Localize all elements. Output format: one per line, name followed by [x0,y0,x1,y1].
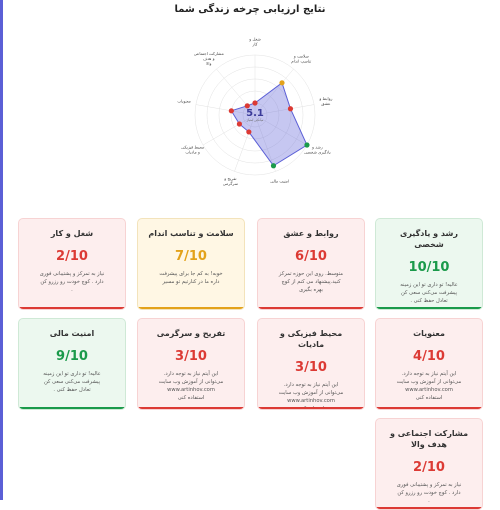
page-title: نتایج ارزیابی چرخه زندگی شما [174,4,326,15]
card-status-bar [258,307,364,309]
radar-axis-label: امنیت مالی [270,179,289,184]
card-title: سلامت و تناسب اندام [148,229,234,238]
card-score: 3/10 [175,349,207,364]
card-status-bar [376,407,482,409]
radar-point [270,163,277,169]
card-score: 4/10 [413,349,445,364]
radar-axis-line [234,114,256,172]
card-description: عالیه! تو داری تو این زمینه پیشرفت می‌کن… [400,282,458,304]
score-card: رشد و یادگیری شخصی 10/10 عالیه! تو داری تو… [375,218,483,310]
radar-point [252,100,258,106]
card-status-bar [258,407,364,409]
card-score: 3/10 [295,360,327,375]
card-status-bar [138,407,244,409]
radar-axis-label: تفریح و سرگرمی [223,176,239,186]
card-description: عالیه! تو داری تو این زمینه پیشرفت می‌کن… [43,371,101,393]
card-description: متوسط. روی این حوزه تمرکز کنید.پیشنهاد م… [278,271,344,293]
card-title: مشارکت اجتماعی و هدف والا [389,429,469,449]
card-description: این آیتم نیاز به توجه دارد. می‌توانی از … [396,371,462,401]
card-score: 9/10 [56,349,88,364]
card-title: شغل و کار [50,229,94,238]
radar-point [279,80,285,86]
radar-point [236,121,243,127]
radar-axis-label: سلامت و تناسب اندام [291,53,311,63]
radar-axis-line [254,114,308,146]
score-card: روابط و عشق 6/10 متوسط. روی این حوزه تمرکز… [257,218,365,310]
card-description: نیاز به تمرکز و پشتیبانی فوری دارد . کوچ… [39,271,105,293]
left-accent-bar [0,0,3,500]
card-title: تفریح و سرگرمی [156,329,226,338]
radar-center-value: 5.1 [246,108,264,119]
card-description: خوبه! به کم جا برای پیشرفت داره ما در کن… [159,271,223,285]
card-title: روابط و عشق [283,229,339,238]
card-title: محیط فیزیکی و مادیات [279,329,343,349]
card-score: 2/10 [413,460,445,475]
radar-point [304,142,310,148]
radar-point [287,106,294,112]
card-description: این آیتم نیاز به توجه دارد. می‌توانی از … [158,371,224,401]
radar-polygon [230,82,308,167]
card-description: این آیتم نیاز به توجه دارد. می‌توانی از … [278,382,344,409]
card-title: معنویات [413,329,445,338]
radar-chart: شغل و کار سلامت و تناسب اندام روابط و عشق رشد … [177,37,332,187]
card-title: رشد و یادگیری شخصی [400,229,458,249]
card-title: امنیت مالی [49,329,95,338]
score-card: سلامت و تناسب اندام 7/10 خوبه! به کم جا بر… [137,218,245,310]
radar-axis-label: روابط و عشق [318,96,332,106]
card-score: 2/10 [56,249,88,264]
score-card: مشارکت اجتماعی و هدف والا 2/10 نیاز به تمر… [375,418,483,510]
radar-axis-label: رشد و یادگیری شخصی [304,145,331,155]
card-status-bar [376,307,482,309]
score-card: شغل و کار 2/10 نیاز به تمرکز و پشتیبانی فو… [18,218,126,310]
radar-center-caption: میانگین امتیاز [246,118,264,122]
card-description: نیاز به تمرکز و پشتیبانی فوری دارد . کوچ… [396,482,462,504]
radar-axis-line [202,114,256,146]
radar-axis-line [254,104,315,116]
card-status-bar [19,407,125,409]
card-status-bar [376,507,482,509]
radar-axis-line [254,114,276,172]
radar-axis-label: مشارکت اجتماعی و هدف والا [194,51,224,66]
radar-point [244,103,250,109]
radar-axis-line [254,68,294,116]
radar-axis-label: معنویات [177,98,190,103]
score-card: تفریح و سرگرمی 3/10 این آیتم نیاز به توجه … [137,318,245,410]
card-score: 7/10 [175,249,207,264]
card-status-bar [138,307,244,309]
radar-axis-label: شغل و کار [248,37,261,47]
score-card: محیط فیزیکی و مادیات 3/10 این آیتم نیاز به… [257,318,365,410]
radar-point [228,108,234,114]
score-card: معنویات 4/10 این آیتم نیاز به توجه دارد. م… [375,318,483,410]
card-score: 6/10 [295,249,327,264]
card-score: 10/10 [408,260,450,275]
card-status-bar [19,307,125,309]
score-card: امنیت مالی 9/10 عالیه! تو داری تو این زمین… [18,318,126,410]
radar-point [246,129,252,135]
radar-axis-label: محیط فیزیکی و مادیات [181,145,204,155]
radar-axis-line [195,104,256,116]
